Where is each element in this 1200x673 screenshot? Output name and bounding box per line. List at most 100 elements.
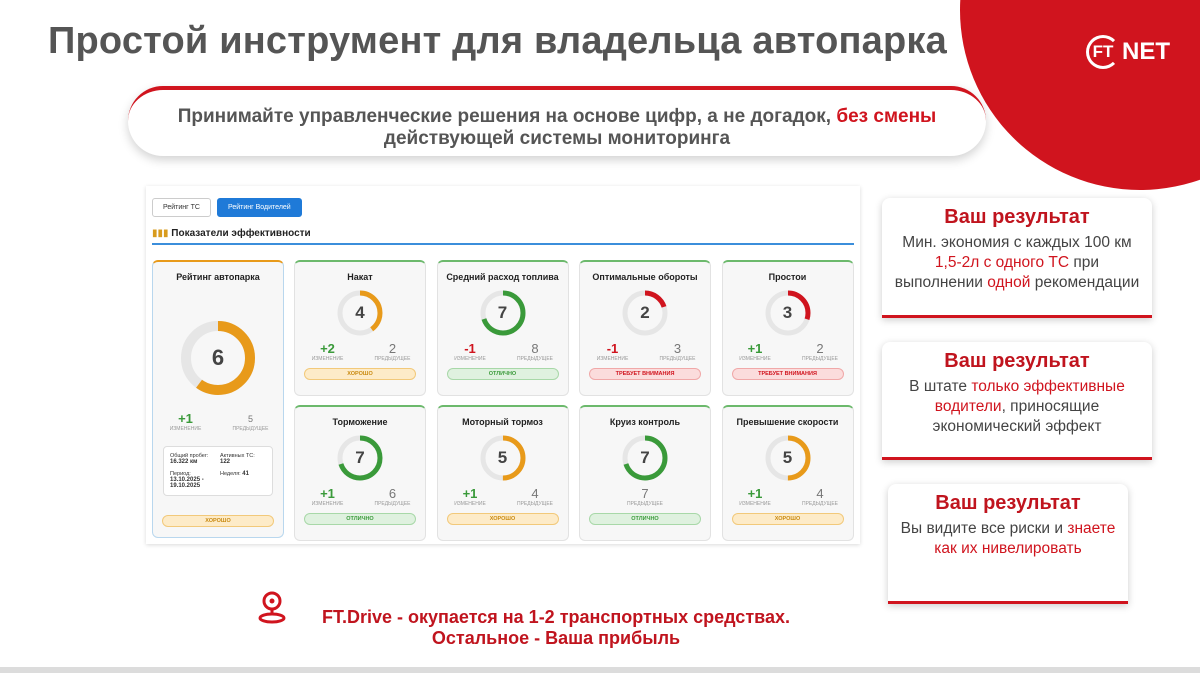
fleet-stats: +1 ИЗМЕНЕНИЕ 5 ПРЕДЫДУЩЕЕ (153, 411, 283, 433)
metric-change-label: ИЗМЕНЕНИЕ (311, 501, 344, 507)
result-3-title: Ваш результат (935, 492, 1081, 514)
metric-card: Простои 3 +1 ИЗМЕНЕНИЕ 2 ПРЕДЫДУЩЕЕ ТРЕБУЕТ ВН… (721, 260, 854, 396)
metric-title: Моторный тормоз (462, 417, 543, 427)
dashboard-tabs: Рейтинг ТС Рейтинг Водителей (152, 198, 302, 217)
metric-change-label: ИЗМЕНЕНИЕ (739, 501, 771, 507)
tab-driver-rating[interactable]: Рейтинг Водителей (216, 198, 302, 217)
metric-previous-label: ПРЕДЫДУЩЕЕ (374, 501, 411, 507)
metric-change-label: ИЗМЕНЕНИЕ (311, 356, 344, 362)
section-title: Показатели эффективности (171, 228, 311, 239)
metric-previous: 3 (673, 341, 682, 356)
logo-ft: FT (1086, 35, 1120, 69)
metric-title: Торможение (332, 417, 388, 427)
result-2-title: Ваш результат (944, 350, 1090, 372)
logo-net: NET (1122, 38, 1170, 65)
metric-previous-label: ПРЕДЫДУЩЕЕ (516, 356, 554, 362)
subtitle-part2: действующей системы мониторинга (383, 128, 731, 149)
fleet-rating-gauge: 6 (178, 318, 258, 398)
footer-line-2: Остальное - Ваша прибыль (431, 628, 681, 648)
metric-title: Накат (347, 272, 373, 282)
metric-value: 7 (497, 303, 508, 322)
metric-previous: 7 (641, 486, 649, 501)
result-2-text: В штате только эффективные водители, при… (909, 378, 1125, 435)
week-value: 41 (242, 471, 249, 477)
metric-change: +1 (462, 486, 478, 501)
bottom-bar (0, 667, 1200, 673)
footer-message: FT.Drive - окупается на 1-2 транспортных… (296, 607, 816, 649)
metric-previous-label: ПРЕДЫДУЩЕЕ (659, 356, 696, 362)
metric-title: Круиз контроль (609, 417, 681, 427)
metric-previous-label: ПРЕДЫДУЩЕЕ (516, 501, 554, 507)
metric-stats: +1 ИЗМЕНЕНИЕ 6 ПРЕДЫДУЩЕЕ (295, 486, 425, 508)
fleet-change: +1 (178, 411, 193, 426)
metric-gauge: 5 (478, 433, 528, 483)
fleet-change-label: ИЗМЕНЕНИЕ (169, 426, 202, 432)
metric-previous: 8 (531, 341, 539, 356)
active-value: 122 (220, 459, 231, 465)
status-badge: ОТЛИЧНО (589, 513, 701, 525)
metric-gauge: 7 (335, 433, 385, 483)
metric-gauge: 7 (478, 288, 528, 338)
subtitle-banner: Принимайте управленческие решения на осн… (128, 86, 986, 156)
section-header: ▮▮▮ Показатели эффективности (152, 228, 854, 245)
metric-previous-label: ПРЕДЫДУЩЕЕ (626, 501, 664, 507)
metric-stats: -1 ИЗМЕНЕНИЕ 8 ПРЕДЫДУЩЕЕ (438, 341, 568, 363)
metric-previous: 6 (388, 486, 397, 501)
metric-card: Торможение 7 +1 ИЗМЕНЕНИЕ 6 ПРЕДЫДУЩЕЕ ОТЛИЧНО (294, 405, 426, 541)
metric-value: 2 (640, 303, 650, 322)
metric-change: +2 (320, 341, 335, 356)
metric-change-label: ИЗМЕНЕНИЕ (454, 501, 486, 507)
fleet-rating-card: Рейтинг автопарка 6 +1 ИЗМЕНЕНИЕ 5 ПРЕДЫ… (152, 260, 284, 538)
metric-value: 7 (355, 448, 365, 467)
metric-card: Круиз контроль 7 7 ПРЕДЫДУЩЕЕ ОТЛИЧНО (579, 405, 711, 541)
metric-change-label: ИЗМЕНЕНИЕ (739, 356, 771, 362)
metric-change: -1 (464, 341, 476, 356)
metric-gauge: 4 (335, 288, 385, 338)
metric-gauge: 7 (620, 433, 670, 483)
status-badge: ОТЛИЧНО (304, 513, 416, 525)
footer-line-1: FT.Drive - окупается на 1-2 транспортных… (322, 607, 790, 627)
tab-vehicle-rating[interactable]: Рейтинг ТС (152, 198, 211, 217)
metric-previous: 4 (531, 486, 539, 501)
metric-value: 5 (497, 448, 508, 467)
dashboard-screenshot: Рейтинг ТС Рейтинг Водителей ▮▮▮ Показат… (146, 186, 860, 544)
status-badge: ХОРОШО (446, 513, 559, 525)
metric-value: 3 (782, 303, 793, 322)
metric-gauge: 5 (763, 433, 813, 483)
metric-card: Моторный тормоз 5 +1 ИЗМЕНЕНИЕ 4 ПРЕДЫДУЩЕЕ ХО… (436, 405, 569, 541)
fleet-info-box: Общий пробег: 16.322 км Активных ТС: 122… (163, 446, 273, 496)
status-badge: ХОРОШО (304, 368, 416, 380)
metric-title: Простои (768, 272, 807, 282)
metric-stats: +1 ИЗМЕНЕНИЕ 4 ПРЕДЫДУЩЕЕ (438, 486, 568, 508)
metric-gauge: 3 (763, 288, 813, 338)
result-3-text: Вы видите все риски и знаете как их ниве… (900, 520, 1116, 557)
fleet-previous-label: ПРЕДЫДУЩЕЕ (232, 426, 269, 432)
status-badge: ХОРОШО (731, 513, 844, 525)
metric-card: Превышение скорости 5 +1 ИЗМЕНЕНИЕ 4 ПРЕДЫДУЩ… (721, 405, 854, 541)
fleet-previous: 5 (247, 414, 253, 424)
period-value: 13.10.2025 - 19.10.2025 (170, 477, 204, 489)
result-card-1: Ваш результат Мин. экономия с каждых 100… (882, 198, 1152, 318)
fleet-rating-title: Рейтинг автопарка (176, 272, 260, 282)
subtitle-part1: Принимайте управленческие решения на осн… (177, 106, 837, 127)
metric-card: Оптимальные обороты 2 -1 ИЗМЕНЕНИЕ 3 ПРЕДЫДУЩ… (579, 260, 711, 396)
metric-previous: 2 (816, 341, 824, 356)
location-pin-icon (258, 591, 286, 624)
period-label: Период: (170, 471, 191, 477)
mileage-value: 16.322 км (170, 459, 198, 465)
bar-chart-icon: ▮▮▮ (152, 228, 169, 239)
result-card-2: Ваш результат В штате только эффективные… (882, 342, 1152, 460)
status-badge: ОТЛИЧНО (446, 368, 559, 380)
result-1-title: Ваш результат (944, 206, 1090, 228)
subtitle-highlight: без смены (836, 106, 937, 127)
ftnet-logo: FT NET (1086, 34, 1180, 70)
metric-value: 5 (782, 448, 793, 467)
metric-card: Накат 4 +2 ИЗМЕНЕНИЕ 2 ПРЕДЫДУЩЕЕ ХОРОШО (294, 260, 426, 396)
metric-change: -1 (606, 341, 619, 356)
page-title: Простой инструмент для владельца автопар… (48, 20, 947, 62)
result-1-text: Мин. экономия с каждых 100 км 1,5-2л с о… (894, 234, 1140, 291)
fleet-rating-value: 6 (211, 345, 225, 370)
metric-change: +1 (747, 486, 763, 501)
metric-previous: 2 (388, 341, 397, 356)
